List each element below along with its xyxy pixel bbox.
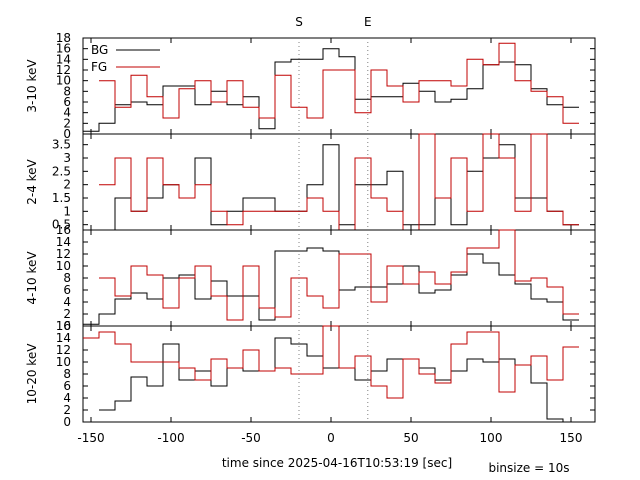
y-tick-label: 0	[63, 319, 71, 333]
x-tick-label: -50	[241, 431, 261, 445]
legend-label-fg: FG	[91, 60, 107, 74]
x-tick-label: 150	[560, 431, 583, 445]
y-tick-label: 12	[56, 343, 71, 357]
y-tick-label: 14	[56, 331, 71, 345]
marker-label: E	[364, 15, 372, 29]
y-tick-label: 12	[56, 247, 71, 261]
y-tick-label: 3.5	[52, 138, 71, 152]
x-tick-label: 0	[327, 431, 335, 445]
series-bg-line	[83, 247, 579, 325]
series-fg-line	[99, 229, 579, 321]
series-fg-line	[99, 42, 579, 124]
y-tick-label: 2	[63, 307, 71, 321]
y-tick-label: 4	[63, 106, 71, 120]
y-axis-label: 3-10 keV	[25, 59, 39, 113]
y-tick-label: 0	[63, 127, 71, 141]
y-tick-label: 4	[63, 295, 71, 309]
y-tick-label: 2.5	[52, 164, 71, 178]
x-tick-label: 100	[480, 431, 503, 445]
y-tick-label: 3	[63, 151, 71, 165]
y-axis-label: 10-20 keV	[25, 343, 39, 405]
y-axis-label: 4-10 keV	[25, 251, 39, 305]
y-tick-label: 14	[56, 235, 71, 249]
y-tick-label: 10	[56, 259, 71, 273]
y-tick-label: 16	[56, 223, 71, 237]
y-tick-label: 6	[63, 283, 71, 297]
y-axis-label: 2-4 keV	[25, 158, 39, 204]
y-tick-label: 2	[63, 403, 71, 417]
y-tick-label: 16	[56, 319, 71, 333]
y-tick-label: 10	[56, 74, 71, 88]
y-tick-label: 14	[56, 52, 71, 66]
x-tick-label: 50	[403, 431, 418, 445]
series-bg-line	[83, 48, 579, 132]
y-tick-label: 12	[56, 63, 71, 77]
series-fg-line	[83, 325, 579, 399]
binsize-label: binsize = 10s	[488, 461, 569, 475]
legend-label-bg: BG	[91, 43, 108, 57]
x-tick-label: -150	[77, 431, 104, 445]
y-tick-label: 18	[56, 31, 71, 45]
y-tick-label: 2	[63, 116, 71, 130]
y-tick-label: 16	[56, 42, 71, 56]
y-tick-label: 10	[56, 355, 71, 369]
y-tick-label: 0.5	[52, 218, 71, 232]
y-tick-label: 8	[63, 271, 71, 285]
x-tick-label: -100	[157, 431, 184, 445]
series-bg-line	[83, 144, 579, 231]
y-tick-label: 4	[63, 391, 71, 405]
panel-2: 0.511.522.533.5 2-4 keV	[25, 133, 596, 232]
legend: BG FG	[91, 43, 160, 74]
y-tick-label: 2	[63, 178, 71, 192]
x-axis-label: time since 2025-04-16T10:53:19 [sec]	[222, 456, 452, 470]
y-tick-label: 6	[63, 379, 71, 393]
y-tick-label: 8	[63, 367, 71, 381]
y-tick-label: 0	[63, 415, 71, 429]
y-tick-label: 6	[63, 95, 71, 109]
y-tick-label: 1	[63, 204, 71, 218]
y-tick-label: 1.5	[52, 191, 71, 205]
y-tick-label: 8	[63, 84, 71, 98]
marker-label: S	[295, 15, 303, 29]
